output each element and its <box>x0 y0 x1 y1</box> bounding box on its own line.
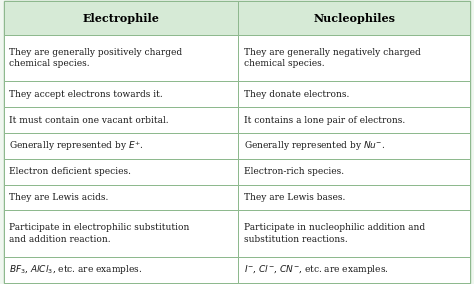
Bar <box>238 185 470 210</box>
Text: Generally represented by $Nu^{-}$.: Generally represented by $Nu^{-}$. <box>244 139 385 153</box>
Text: It must contain one vacant orbital.: It must contain one vacant orbital. <box>9 116 169 125</box>
Bar <box>238 210 470 257</box>
Text: $I^{-}$, $Cl^{-}$, $CN^{-}$, etc. are examples.: $I^{-}$, $Cl^{-}$, $CN^{-}$, etc. are ex… <box>244 263 388 276</box>
Text: Electron-rich species.: Electron-rich species. <box>244 167 344 176</box>
Bar <box>238 133 470 159</box>
Text: Electrophile: Electrophile <box>82 13 159 24</box>
Text: Generally represented by $E^{+}$.: Generally represented by $E^{+}$. <box>9 139 145 153</box>
Bar <box>4 35 238 82</box>
Bar <box>238 35 470 82</box>
Text: Electron deficient species.: Electron deficient species. <box>9 167 131 176</box>
Text: They accept electrons towards it.: They accept electrons towards it. <box>9 90 163 99</box>
Bar <box>4 133 238 159</box>
Bar <box>238 82 470 107</box>
Bar <box>238 107 470 133</box>
Text: Participate in electrophilic substitution
and addition reaction.: Participate in electrophilic substitutio… <box>9 223 190 244</box>
Text: Participate in nucleophilic addition and
substitution reactions.: Participate in nucleophilic addition and… <box>244 223 425 244</box>
Text: They are generally negatively charged
chemical species.: They are generally negatively charged ch… <box>244 48 420 68</box>
Text: They donate electrons.: They donate electrons. <box>244 90 349 99</box>
Bar <box>4 185 238 210</box>
Bar <box>4 1 238 35</box>
Bar <box>4 82 238 107</box>
Text: Nucleophiles: Nucleophiles <box>313 13 395 24</box>
Bar <box>4 159 238 185</box>
Text: $BF_{3}$, $AlCl_{3}$, etc. are examples.: $BF_{3}$, $AlCl_{3}$, etc. are examples. <box>9 263 143 276</box>
Text: They are Lewis acids.: They are Lewis acids. <box>9 193 109 202</box>
Text: They are Lewis bases.: They are Lewis bases. <box>244 193 345 202</box>
Text: They are generally positively charged
chemical species.: They are generally positively charged ch… <box>9 48 182 68</box>
Text: It contains a lone pair of electrons.: It contains a lone pair of electrons. <box>244 116 405 125</box>
Bar <box>4 257 238 283</box>
Bar <box>4 107 238 133</box>
Bar <box>238 257 470 283</box>
Bar <box>238 1 470 35</box>
Bar <box>238 159 470 185</box>
Bar <box>4 210 238 257</box>
